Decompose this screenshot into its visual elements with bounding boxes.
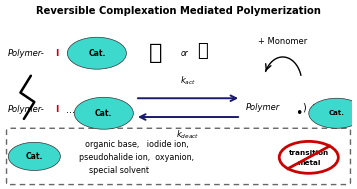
FancyBboxPatch shape: [6, 128, 351, 184]
Text: $k_{act}$: $k_{act}$: [180, 74, 196, 87]
Text: I: I: [55, 105, 59, 114]
Text: or: or: [180, 49, 188, 58]
Text: Polymer: Polymer: [246, 103, 281, 112]
Text: special solvent: special solvent: [90, 166, 150, 175]
Text: pseudohalide ion,  oxyanion,: pseudohalide ion, oxyanion,: [79, 153, 194, 162]
Text: Polymer-: Polymer-: [8, 105, 45, 114]
Text: •: •: [319, 108, 325, 118]
Text: $k_{deact}$: $k_{deact}$: [176, 128, 200, 141]
Text: organic base,   iodide ion,: organic base, iodide ion,: [85, 140, 188, 149]
Text: +: +: [66, 49, 73, 58]
Circle shape: [74, 97, 133, 129]
Text: Cat.: Cat.: [328, 110, 345, 116]
Text: •: •: [295, 107, 302, 120]
Text: transition: transition: [289, 150, 329, 156]
Text: ...: ...: [331, 103, 338, 112]
Text: Cat.: Cat.: [26, 152, 43, 161]
Text: + Monomer: + Monomer: [258, 37, 308, 46]
Text: 🌈: 🌈: [197, 42, 208, 60]
Text: Reversible Complexation Mediated Polymerization: Reversible Complexation Mediated Polymer…: [36, 6, 321, 16]
Text: metal: metal: [297, 160, 321, 166]
Text: ): ): [302, 103, 306, 113]
Circle shape: [309, 98, 357, 128]
Text: ...: ...: [66, 105, 75, 115]
Text: I: I: [324, 103, 327, 112]
Circle shape: [8, 142, 60, 170]
Text: Polymer-: Polymer-: [8, 49, 45, 58]
Text: Cat.: Cat.: [88, 49, 106, 58]
Text: +: +: [309, 103, 316, 112]
Circle shape: [279, 141, 338, 173]
Text: Cat.: Cat.: [95, 109, 112, 118]
Text: 🔥: 🔥: [149, 43, 162, 63]
Text: I: I: [55, 49, 59, 58]
Circle shape: [67, 37, 126, 69]
